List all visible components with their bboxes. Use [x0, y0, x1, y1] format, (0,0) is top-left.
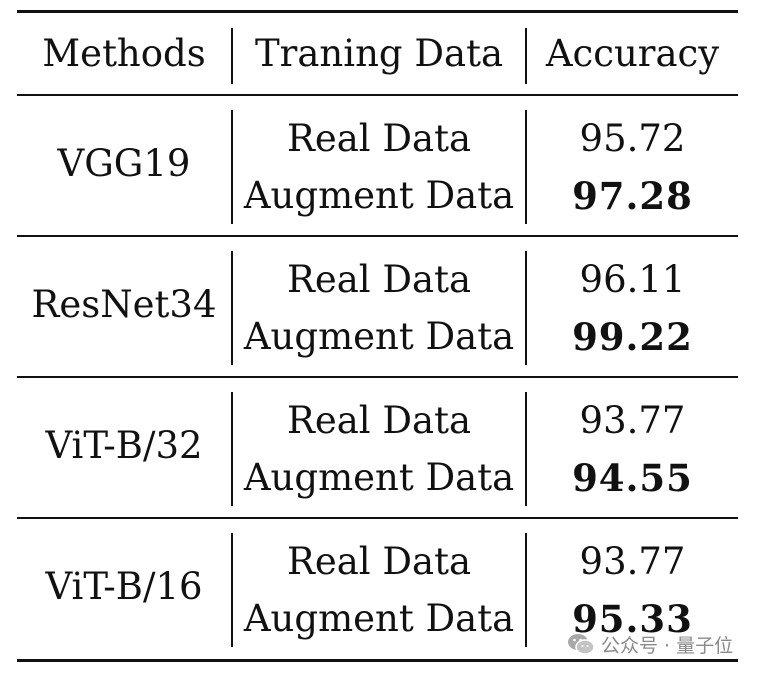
column-divider	[231, 251, 233, 365]
accuracy-value: 93.77	[579, 399, 686, 442]
training-data-label: Real Data	[286, 540, 472, 583]
results-table: Methods Traning Data Accuracy VGG19 Real…	[17, 0, 738, 675]
training-data-label: Augment Data	[243, 315, 515, 358]
accuracy-value-best: 95.33	[572, 597, 693, 641]
accuracy-value-best: 99.22	[572, 315, 693, 359]
accuracy-value: 95.72	[579, 117, 686, 160]
method-name: ViT-B/32	[45, 424, 203, 467]
training-data-label: Augment Data	[243, 174, 515, 217]
accuracy-value: 93.77	[579, 540, 686, 583]
column-divider	[525, 28, 527, 84]
column-divider	[525, 392, 527, 506]
group-rule	[17, 235, 738, 237]
training-data-label: Augment Data	[243, 597, 515, 640]
column-divider	[231, 28, 233, 84]
table-top-rule	[17, 10, 738, 13]
accuracy-value-best: 97.28	[572, 174, 693, 218]
training-data-label: Augment Data	[243, 456, 515, 499]
method-name: VGG19	[57, 142, 191, 185]
column-divider	[525, 533, 527, 647]
watermark: 公众号 · 量子位	[567, 627, 733, 661]
training-data-label: Real Data	[286, 258, 472, 301]
column-divider	[525, 251, 527, 365]
column-divider	[525, 110, 527, 224]
group-rule	[17, 517, 738, 519]
group-rule	[17, 376, 738, 378]
header-accuracy: Accuracy	[545, 32, 720, 75]
watermark-text: 公众号 · 量子位	[601, 634, 734, 657]
method-name: ViT-B/16	[45, 565, 203, 608]
accuracy-value-best: 94.55	[572, 456, 693, 500]
header-training-data: Traning Data	[254, 32, 503, 75]
wechat-icon	[568, 634, 595, 655]
column-divider	[231, 392, 233, 506]
header-methods: Methods	[42, 32, 206, 75]
training-data-label: Real Data	[286, 399, 472, 442]
column-divider	[231, 110, 233, 224]
header-rule	[17, 94, 738, 96]
table-bottom-rule	[17, 659, 738, 662]
column-divider	[231, 533, 233, 647]
training-data-label: Real Data	[286, 117, 472, 160]
method-name: ResNet34	[31, 283, 217, 326]
accuracy-value: 96.11	[579, 258, 686, 301]
